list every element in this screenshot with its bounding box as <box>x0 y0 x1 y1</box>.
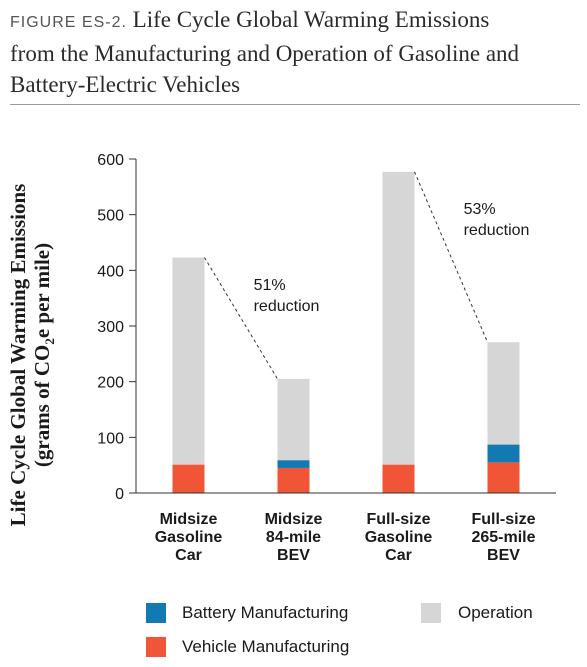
legend-label-operation: Operation <box>458 603 533 622</box>
title-line-1: FIGURE ES-2. Life Cycle Global Warming E… <box>10 4 580 38</box>
bar-segment-operation <box>277 378 310 461</box>
reduction-percent-label: 51% <box>254 277 286 294</box>
x-category-label: 84-mile <box>266 529 321 546</box>
legend-label-battery: Battery Manufacturing <box>182 603 349 622</box>
title-divider <box>10 104 580 105</box>
legend-swatch-vehicle <box>146 637 166 657</box>
x-category-label: Full-size <box>471 511 535 528</box>
title-text-1: Life Cycle Global Warming Emissions <box>132 7 490 32</box>
x-category-label: Car <box>385 547 412 564</box>
reduction-connector-line <box>204 257 278 380</box>
bar-segment-operation <box>487 342 520 445</box>
legend-label-vehicle: Vehicle Manufacturing <box>182 637 350 656</box>
bar-segment-vehicle-manufacturing <box>487 462 520 493</box>
y-tick-label: 500 <box>97 208 124 225</box>
bar-segment-vehicle-manufacturing <box>277 467 310 493</box>
legend-swatch-battery <box>146 603 166 623</box>
x-category-label: Gasoline <box>155 529 223 546</box>
y-tick-label: 100 <box>97 430 124 447</box>
y-tick-label: 300 <box>97 319 124 336</box>
x-category-label: Full-size <box>366 511 430 528</box>
legend-swatch-operation <box>421 603 441 623</box>
x-category-label: BEV <box>487 547 520 564</box>
bar-segment-operation <box>382 171 415 465</box>
bar-segment-battery-manufacturing <box>277 460 310 468</box>
bar-segment-operation <box>172 257 205 465</box>
bar-segment-vehicle-manufacturing <box>172 464 205 493</box>
reduction-text-label: reduction <box>254 298 320 315</box>
figure-label: FIGURE ES-2. <box>10 14 127 31</box>
x-category-label: 265-mile <box>471 529 535 546</box>
y-tick-label: 400 <box>97 263 124 280</box>
x-category-label: BEV <box>277 547 310 564</box>
title-line-3: Battery-Electric Vehicles <box>10 72 241 97</box>
x-category-label: Midsize <box>265 511 323 528</box>
reduction-percent-label: 53% <box>464 201 496 218</box>
reduction-connector-line <box>414 171 488 343</box>
y-tick-label: 600 <box>97 152 124 169</box>
bar-segment-vehicle-manufacturing <box>382 464 415 493</box>
x-category-label: Car <box>175 547 202 564</box>
y-tick-label: 200 <box>97 375 124 392</box>
figure-title: FIGURE ES-2. Life Cycle Global Warming E… <box>10 4 580 100</box>
reduction-text-label: reduction <box>464 222 530 239</box>
x-category-label: Gasoline <box>365 529 433 546</box>
x-category-label: Midsize <box>160 511 218 528</box>
title-line-2: from the Manufacturing and Operation of … <box>10 41 520 66</box>
y-tick-label: 0 <box>115 486 124 503</box>
bar-segment-battery-manufacturing <box>487 444 520 463</box>
